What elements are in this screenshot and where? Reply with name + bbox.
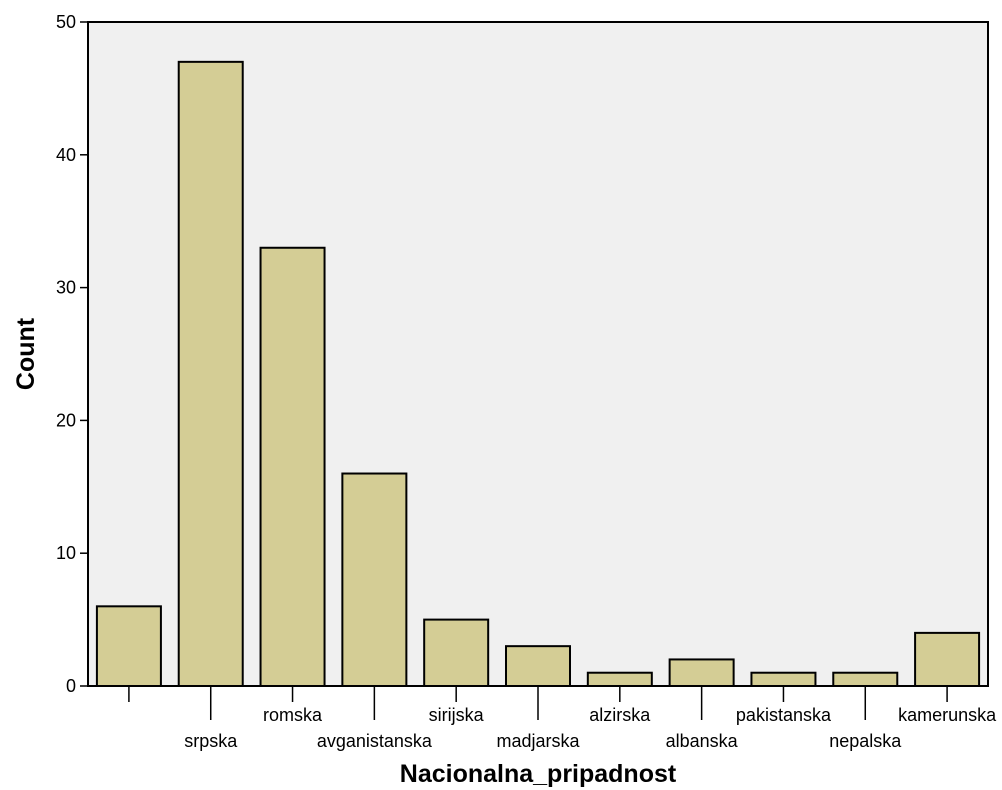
bar-blank (95, 605, 162, 688)
bar-albanska (668, 658, 735, 688)
y-axis: 0 10 20 30 40 50 (56, 12, 88, 696)
x-tick-label: alzirska (589, 705, 651, 725)
bar-pakistanska (750, 671, 817, 687)
x-tick-label: avganistanska (317, 731, 433, 751)
y-tick-label: 10 (56, 543, 76, 563)
x-axis: srpska romska avganistanska sirijska madjars… (128, 686, 997, 751)
y-tick-label: 50 (56, 12, 76, 32)
x-tick-label: nepalska (829, 731, 902, 751)
x-tick-label: sirijska (429, 705, 485, 725)
x-tick-label: pakistanska (736, 705, 832, 725)
bar-romska (259, 246, 326, 687)
x-axis-title: Nacionalna_pripadnost (400, 760, 677, 788)
x-tick-label: srpska (184, 731, 238, 751)
bar-avganistanska (341, 472, 408, 687)
x-tick-label: kamerunska (898, 705, 997, 725)
x-tick-label: romska (263, 705, 323, 725)
y-axis-title: Count (12, 317, 40, 390)
bar-madjarska (505, 645, 571, 687)
bars-group (95, 60, 981, 688)
bar-sirijska (423, 618, 490, 687)
bar-srpska (177, 60, 244, 687)
x-tick-label: albanska (666, 731, 739, 751)
bar-alzirska (586, 671, 653, 687)
y-tick-label: 40 (56, 145, 76, 165)
bar-kamerunska (914, 631, 981, 688)
y-tick-label: 0 (66, 676, 76, 696)
bar-nepalska (832, 671, 899, 687)
x-tick-label: madjarska (496, 731, 580, 751)
y-tick-label: 30 (56, 278, 76, 298)
y-tick-label: 20 (56, 410, 76, 430)
